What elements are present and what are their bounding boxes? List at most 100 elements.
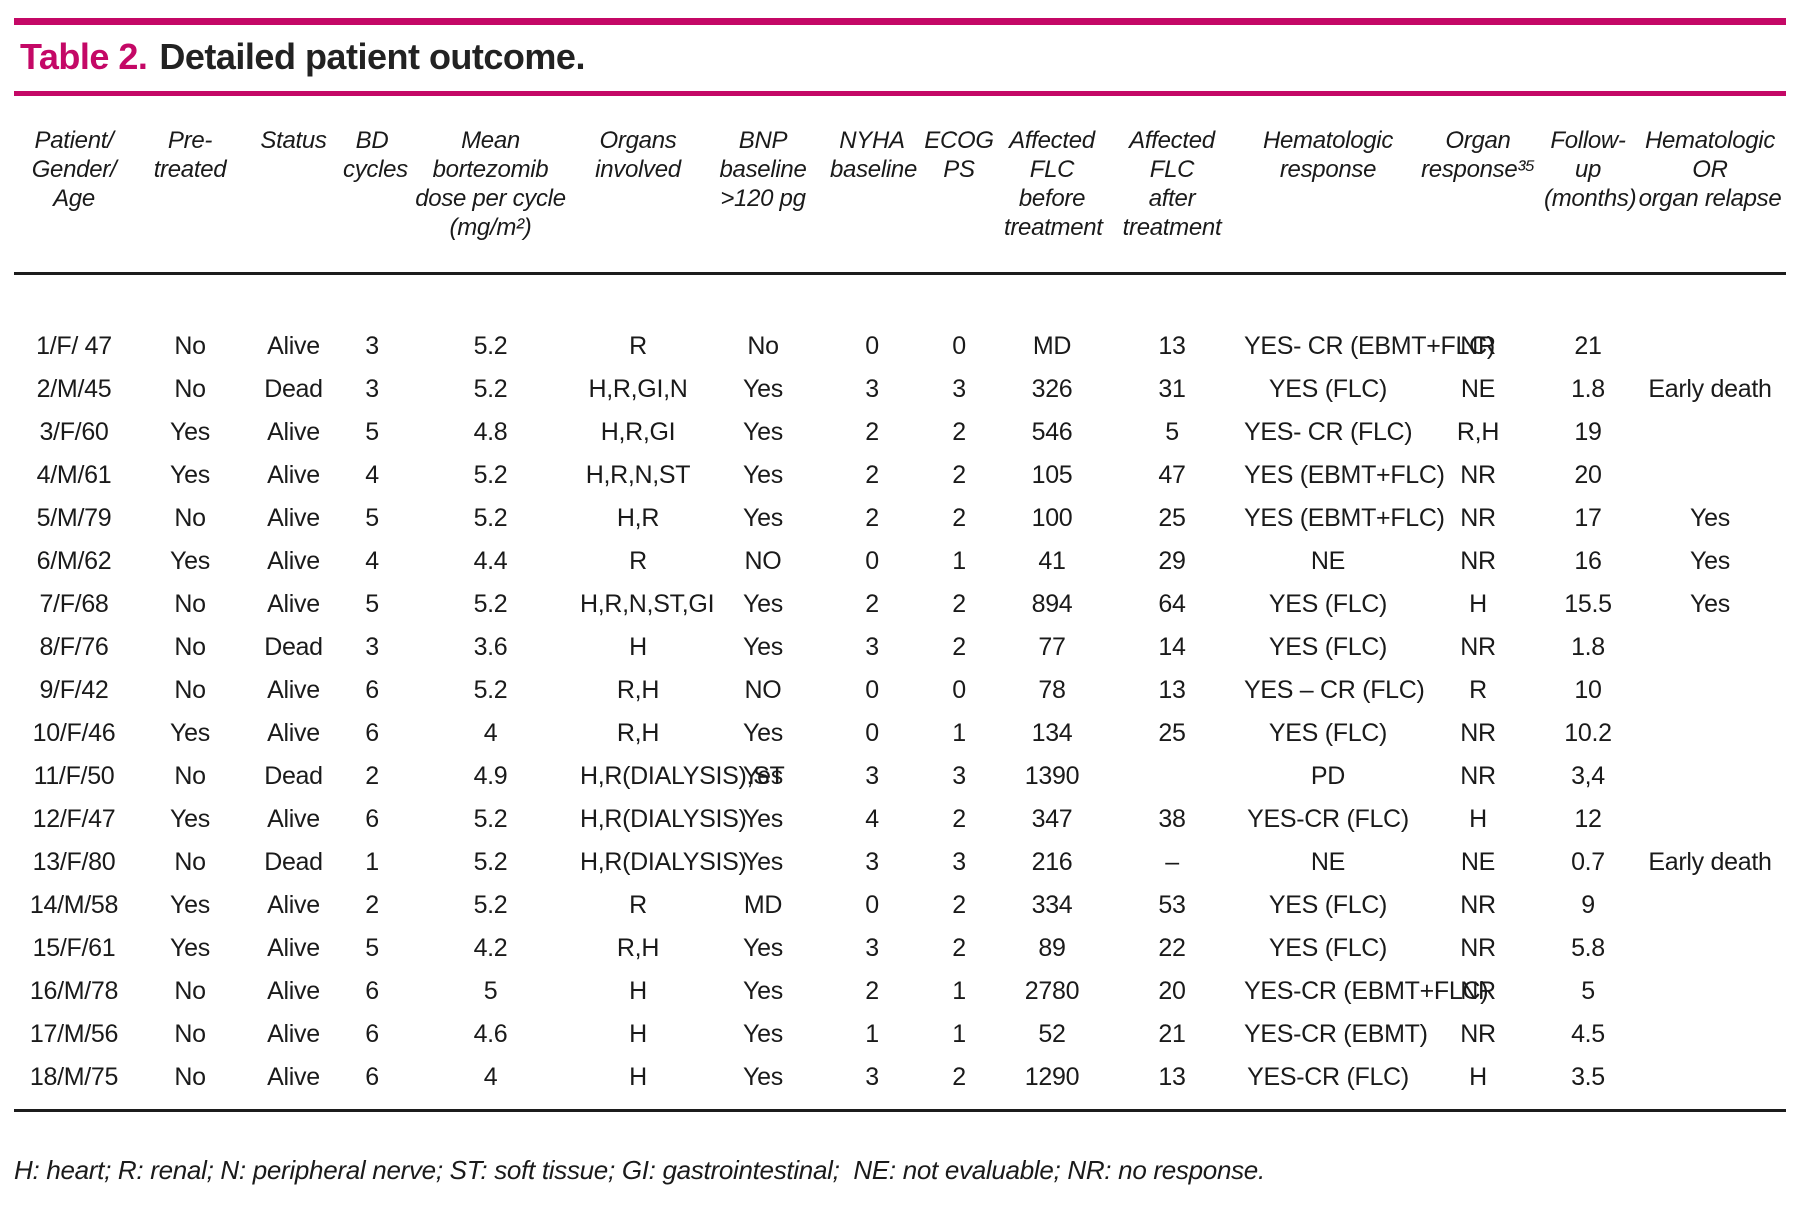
- table-cell: No: [174, 848, 206, 876]
- table-cell: MD: [1032, 332, 1072, 360]
- column-header: Status: [246, 96, 341, 275]
- table-cell: 2: [865, 418, 879, 446]
- table-cell: Yes: [743, 418, 783, 446]
- table-cell: No: [747, 332, 779, 360]
- table-cell: 5.2: [473, 504, 508, 532]
- table-cell: 1.8: [1571, 633, 1605, 661]
- table-cell: 3: [865, 375, 879, 403]
- table-caption: Detailed patient outcome.: [159, 36, 585, 77]
- table-cell: 11/F/50: [33, 762, 115, 790]
- table-cell: YES (FLC): [1268, 891, 1388, 919]
- header-row: Patient/ Gender/ Age Pre- treated Status BD…: [14, 96, 1786, 275]
- table-cell: 2: [952, 891, 966, 919]
- table-cell: 52: [1038, 1020, 1066, 1048]
- column-header: BNP baseline >120 pg: [698, 96, 828, 275]
- table-cell: R,H: [1456, 418, 1500, 446]
- table-cell: 17: [1574, 504, 1602, 532]
- table-cell: No: [174, 633, 206, 661]
- table-cell: H: [1469, 590, 1487, 618]
- column-header: Organs involved: [578, 96, 698, 275]
- table-cell: 3/F/60: [39, 418, 109, 446]
- table-cell: NR: [1460, 891, 1496, 919]
- table-cell: 47: [1158, 461, 1186, 489]
- table-cell: 347: [1031, 805, 1073, 833]
- table-cell: 5: [365, 590, 379, 618]
- table-cell: 5.2: [473, 848, 508, 876]
- table-cell: PD: [1310, 762, 1346, 790]
- table-cell: 10: [1574, 676, 1602, 704]
- table-cell: R,H: [616, 934, 660, 962]
- table-cell: 3: [865, 848, 879, 876]
- table-cell: YES- CR (EBMT+FLC): [1244, 332, 1495, 360]
- column-header: Hematologic response: [1242, 96, 1414, 275]
- table-cell: 1: [952, 1020, 966, 1048]
- table-body: 1/F/ 47 No Alive 3 5.2 R No 0 0 MD 13 YES- CR (EBMT…: [14, 274, 1786, 1111]
- table-cell: 0: [865, 719, 879, 747]
- table-cell: 20: [1158, 977, 1186, 1005]
- table-cell: YES (FLC): [1268, 719, 1388, 747]
- table-cell: [1634, 274, 1786, 369]
- table-cell: 2: [952, 590, 966, 618]
- table-cell: 16/M/78: [29, 977, 119, 1005]
- table-cell: [1634, 1013, 1786, 1056]
- table-cell: 3: [365, 375, 379, 403]
- table-cell: Yes: [170, 719, 210, 747]
- table-cell: 5: [483, 977, 498, 1005]
- table-cell: 3: [865, 1063, 879, 1091]
- outcome-table: Patient/ Gender/ Age Pre- treated Status BD…: [14, 96, 1786, 1112]
- table-cell: 25: [1158, 719, 1186, 747]
- table-cell: 2: [365, 762, 379, 790]
- table-cell: 894: [1031, 590, 1073, 618]
- table-cell: 7/F/68: [39, 590, 109, 618]
- table-cell: YES-CR (EBMT+FLC): [1244, 977, 1489, 1005]
- table-cell: H: [1469, 1063, 1487, 1091]
- table-cell: 2: [865, 590, 879, 618]
- column-header: Hematologic OR organ relapse: [1634, 96, 1786, 275]
- table-cell: YES- CR (FLC): [1244, 418, 1413, 446]
- table-cell: H,R,N,ST: [585, 461, 691, 489]
- table-cell: Yes: [743, 633, 783, 661]
- table-cell: 6: [365, 977, 379, 1005]
- table-cell: 10.2: [1564, 719, 1612, 747]
- table-cell: 5.2: [473, 375, 508, 403]
- table-cell: 4.4: [473, 547, 508, 575]
- table-row: 12/F/47 Yes Alive 6 5.2 H,R(DIALYSIS) Yes 4 2 347…: [14, 798, 1786, 841]
- table-cell: NE: [1310, 547, 1346, 575]
- table-cell: YES-CR (FLC): [1247, 805, 1409, 833]
- table-cell: YES – CR (FLC): [1244, 676, 1425, 704]
- table-cell: 6/M/62: [36, 547, 112, 575]
- table-header: Patient/ Gender/ Age Pre- treated Status BD…: [14, 96, 1786, 275]
- table-cell: Yes: [743, 805, 783, 833]
- table-cell: NR: [1460, 719, 1496, 747]
- table-cell: Yes: [743, 375, 783, 403]
- table-cell: 5.2: [473, 461, 508, 489]
- table-cell: 12/F/47: [32, 805, 116, 833]
- table-row: 9/F/42 No Alive 6 5.2 R,H NO 0 0 78 13 YES – CR (FL…: [14, 669, 1786, 712]
- table-cell: Dead: [264, 762, 323, 790]
- table-cell: 5.2: [473, 891, 508, 919]
- table-row: 18/M/75 No Alive 6 4 H Yes 3 2 1290 13 YES-CR (FLC)…: [14, 1056, 1786, 1111]
- table-cell: 2/M/45: [36, 375, 112, 403]
- table-cell: 2: [952, 461, 966, 489]
- table-cell: NR: [1460, 762, 1496, 790]
- table-cell: 105: [1031, 461, 1073, 489]
- table-cell: 2: [952, 805, 966, 833]
- table-cell: Alive: [267, 461, 320, 489]
- table-cell: 3.6: [473, 633, 508, 661]
- table-cell: No: [174, 762, 206, 790]
- table-cell: YES (FLC): [1268, 590, 1388, 618]
- table-cell: No: [174, 676, 206, 704]
- table-cell: 8/F/76: [39, 633, 109, 661]
- table-cell: 0: [952, 332, 966, 360]
- table-cell: Yes: [743, 934, 783, 962]
- table-cell: 334: [1031, 891, 1073, 919]
- table-cell: No: [174, 590, 206, 618]
- table-cell: Alive: [267, 719, 320, 747]
- table-cell: 5.2: [473, 332, 508, 360]
- table-cell: 21: [1574, 332, 1602, 360]
- table-cell: Yes: [170, 418, 210, 446]
- table-cell: Yes: [743, 504, 783, 532]
- table-cell: 0: [865, 332, 879, 360]
- table-cell: 5: [1581, 977, 1595, 1005]
- table-cell: 2: [952, 504, 966, 532]
